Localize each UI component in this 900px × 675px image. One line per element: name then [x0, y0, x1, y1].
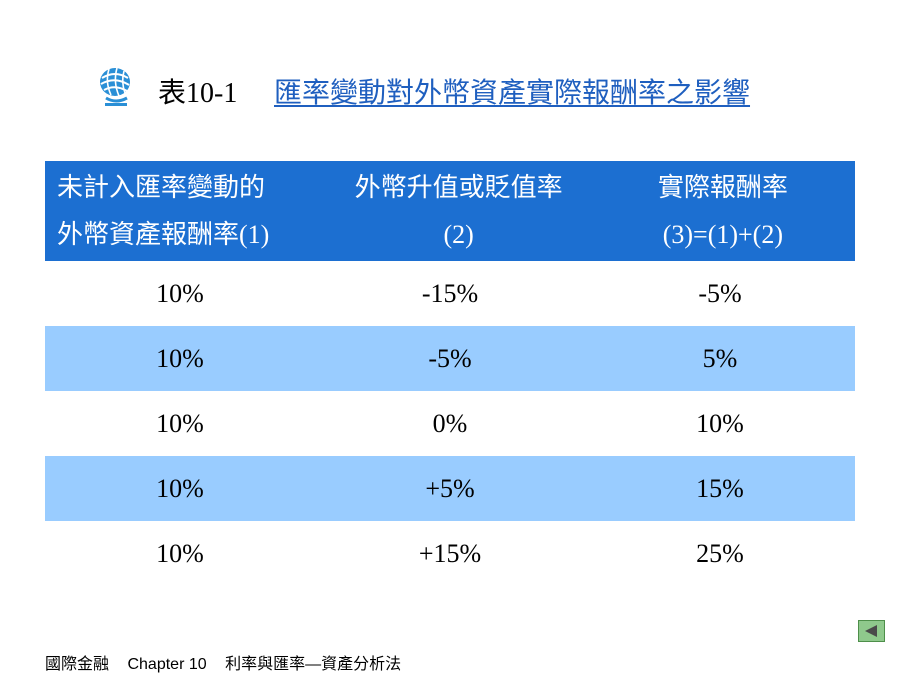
footer-course: 國際金融 [45, 656, 110, 673]
table-cell: 25% [696, 538, 744, 568]
table-cell: 0% [432, 408, 468, 438]
table-cell: 10% [696, 408, 744, 438]
table-cell: 5% [702, 343, 738, 373]
table-cell: +5% [425, 473, 475, 503]
table-header: 未計入匯率變動的 外幣資產報酬率(1) 外幣升值或貶值率 (2) 實際報酬率 (… [45, 161, 855, 261]
table-cell: 10% [156, 278, 204, 308]
table-cell: 15% [696, 473, 744, 503]
slide-footer: 國際金融 Chapter 10 利率與匯率—資產分析法 [45, 650, 415, 674]
table-cell: -5% [428, 343, 472, 373]
table-row: 10% 0% 10% [45, 391, 855, 456]
footer-topic: 利率與匯率—資產分析法 [225, 656, 402, 673]
table-title-link[interactable]: 匯率變動對外幣資產實際報酬率之影響 [274, 78, 751, 109]
globe-logo-icon [100, 67, 130, 106]
table-cell: 10% [156, 473, 204, 503]
footer-chapter: Chapter 10 [127, 656, 207, 673]
table-cell: -5% [698, 278, 742, 308]
table-row: 10% +5% 15% [45, 456, 855, 521]
table-row: 10% +15% 25% [45, 521, 855, 586]
table-row: 10% -5% 5% [45, 326, 855, 391]
return-rate-table: 未計入匯率變動的 外幣資產報酬率(1) 外幣升值或貶值率 (2) 實際報酬率 (… [45, 161, 855, 586]
back-arrow-icon[interactable] [858, 620, 885, 642]
table-cell: 10% [156, 408, 204, 438]
table-row: 10% -15% -5% [45, 261, 855, 326]
header-cell-real-return: 實際報酬率 (3)=(1)+(2) [657, 173, 788, 249]
header-cell-fx-change: 外幣升值或貶值率 (2) [354, 173, 563, 249]
table-cell: +15% [418, 538, 482, 568]
header-cell-base-return: 未計入匯率變動的 外幣資產報酬率(1) [57, 173, 270, 249]
table-cell: 10% [156, 538, 204, 568]
table-number: 表10-1 [158, 78, 238, 109]
table-cell: -15% [421, 278, 479, 308]
table-cell: 10% [156, 343, 204, 373]
